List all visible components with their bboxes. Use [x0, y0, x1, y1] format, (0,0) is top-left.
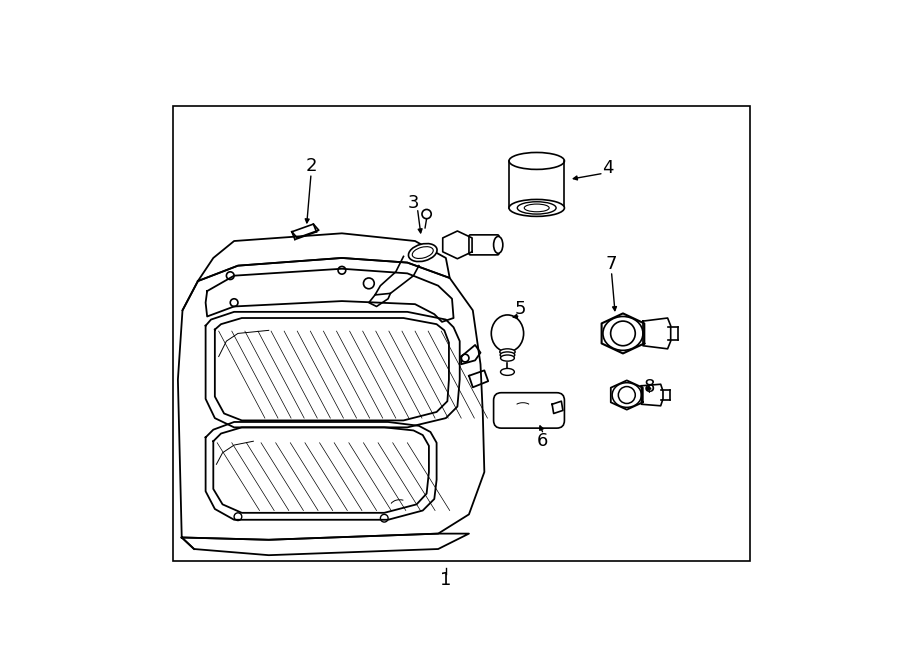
Text: 8: 8	[644, 378, 655, 397]
Ellipse shape	[409, 243, 437, 262]
Ellipse shape	[493, 237, 503, 253]
Text: 4: 4	[602, 159, 613, 177]
Text: 7: 7	[606, 255, 617, 273]
Ellipse shape	[612, 383, 642, 407]
Ellipse shape	[491, 315, 524, 352]
Ellipse shape	[500, 355, 515, 361]
Ellipse shape	[518, 202, 556, 214]
Text: 2: 2	[305, 157, 317, 175]
Circle shape	[618, 387, 635, 403]
Ellipse shape	[500, 368, 515, 375]
FancyBboxPatch shape	[469, 235, 499, 255]
Ellipse shape	[509, 153, 564, 169]
Ellipse shape	[412, 247, 433, 258]
Text: 3: 3	[408, 194, 419, 212]
Bar	[173, 106, 750, 561]
Circle shape	[610, 321, 635, 346]
Polygon shape	[642, 384, 663, 406]
Polygon shape	[443, 231, 473, 258]
Ellipse shape	[500, 349, 515, 355]
Ellipse shape	[500, 352, 515, 358]
Text: 5: 5	[515, 300, 526, 318]
Ellipse shape	[603, 317, 643, 350]
Text: 1: 1	[440, 571, 452, 589]
Text: 6: 6	[537, 432, 549, 450]
Ellipse shape	[509, 200, 564, 216]
Polygon shape	[611, 380, 643, 410]
Ellipse shape	[524, 204, 549, 212]
FancyBboxPatch shape	[493, 393, 564, 428]
Polygon shape	[601, 313, 644, 354]
Polygon shape	[643, 318, 670, 349]
